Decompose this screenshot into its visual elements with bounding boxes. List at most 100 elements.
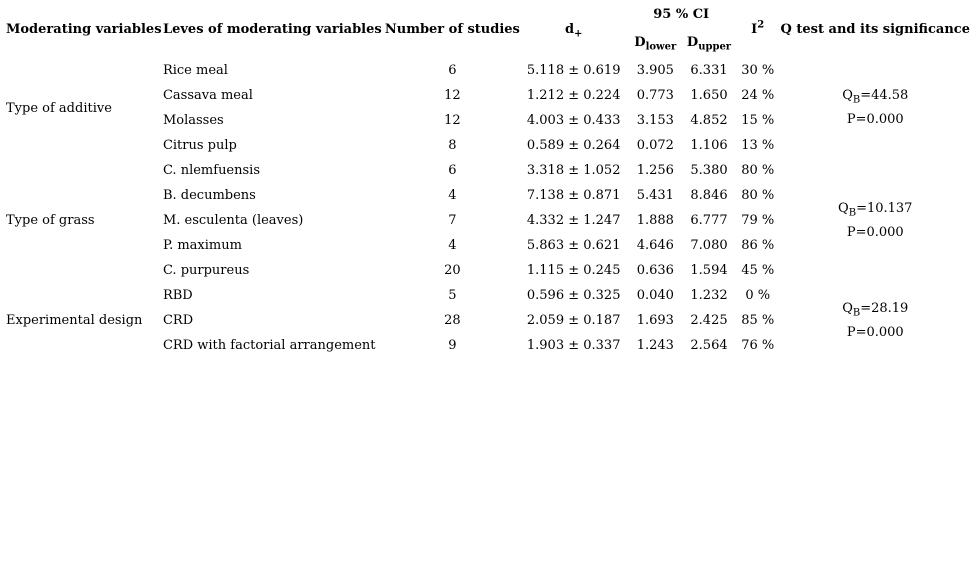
col-header-number-of-studies: Number of studies [384,21,520,37]
d-lower-cell: 1.888 [636,213,674,228]
n-studies-cell: 5 [448,288,457,303]
level-cell: C. purpureus [162,263,250,278]
p-value: P=0.000 [846,324,904,340]
table-header: Moderating variables Leves of moderating… [6,2,970,58]
level-cell: Rice meal [162,63,228,78]
col-header-levels: Leves of moderating variables [162,21,382,37]
i-squared-superscript: 2 [757,19,765,31]
i2-cell: 86 % [741,238,775,253]
d-upper-cell: 2.425 [690,313,728,328]
col-header-q-test: Q test and its significance [780,21,970,37]
d-lower-cell: 4.646 [636,238,674,253]
level-cell: RBD [162,288,193,303]
d-lower-symbol: D [634,35,646,51]
d-plus-cell: 7.138 ± 0.871 [526,188,621,203]
level-cell: P. maximum [162,238,242,253]
d-lower-cell: 3.153 [636,113,674,128]
n-studies-cell: 9 [448,338,457,353]
d-lower-cell: 0.773 [636,88,674,103]
table-row: B. decumbens 4 7.138 ± 0.871 5.431 8.846… [6,183,970,208]
d-upper-symbol: D [686,35,699,51]
d-upper-cell: 1.650 [690,88,728,103]
group-label-type-of-additive: Type of additive [6,100,112,116]
q-b-statistic: QB=10.137 [781,197,970,221]
d-lower-cell: 5.431 [636,188,674,203]
d-lower-subscript: lower [645,41,677,53]
q-symbol: Q [838,200,849,216]
p-value: P=0.000 [846,112,904,127]
n-studies-cell: 8 [448,138,457,153]
table-row: Type of additive Rice meal 6 5.118 ± 0.6… [6,58,970,127]
i2-cell: 13 % [741,138,775,153]
q-symbol: Q [842,300,853,316]
n-studies-cell: 4 [448,188,457,203]
d-plus-cell: 0.596 ± 0.325 [526,288,621,303]
header-row-1: Moderating variables Leves of moderating… [6,2,970,39]
d-upper-cell: 8.846 [690,188,728,203]
d-lower-cell: 0.040 [636,288,674,303]
q-value: =28.19 [860,300,909,316]
d-lower-cell: 1.243 [636,338,674,353]
col-header-i-squared: I2 [735,2,781,58]
n-studies-cell: 20 [444,263,461,278]
d-upper-subscript: upper [698,41,732,53]
col-header-d-upper: Dupper [683,29,735,58]
p-value: P=0.000 [846,224,904,240]
i2-cell: 85 % [741,313,775,328]
level-cell: CRD with factorial arrangement [162,338,376,353]
d-upper-cell: 5.380 [690,163,728,178]
q-test-cell: QB=10.137 P=0.000 [781,158,970,283]
d-upper-cell: 1.594 [690,263,728,278]
d-plus-subscript: + [574,28,583,40]
table-row: CRD with factorial arrangement 9 1.903 ±… [6,333,970,358]
meta-analysis-table-container: Moderating variables Leves of moderating… [6,2,970,358]
group-label-experimental-design: Experimental design [6,313,143,328]
d-plus-cell: 4.332 ± 1.247 [526,213,621,228]
d-upper-cell: 2.564 [690,338,728,353]
i2-cell: 80 % [741,163,775,178]
level-cell: M. esculenta (leaves) [162,213,304,228]
n-studies-cell: 4 [448,238,457,253]
table-row: Molasses 12 4.003 ± 0.433 3.153 4.852 15… [6,108,970,133]
q-symbol: Q [842,88,853,103]
q-value: =10.137 [856,200,913,216]
i2-cell: 0 % [745,288,771,303]
table-row: Cassava meal 12 1.212 ± 0.224 0.773 1.65… [6,83,970,108]
d-lower-cell: 0.072 [636,138,674,153]
q-subscript: B [848,207,857,219]
level-cell: Cassava meal [162,88,253,103]
i2-cell: 45 % [741,263,775,278]
d-upper-cell: 4.852 [690,113,728,128]
i2-cell: 15 % [741,113,775,128]
meta-analysis-table: Moderating variables Leves of moderating… [6,2,970,358]
header-row-2: Dlower Dupper [6,29,970,58]
level-cell: B. decumbens [162,188,256,203]
d-plus-cell: 2.059 ± 0.187 [526,313,621,328]
q-subscript: B [852,307,861,319]
table-row: M. esculenta (leaves) 7 4.332 ± 1.247 1.… [6,208,970,233]
d-upper-cell: 6.331 [690,63,728,78]
n-studies-cell: 6 [448,63,457,78]
table-row: Type of grass C. nlemfuensis 6 3.318 ± 1… [6,158,970,240]
col-header-moderating-variables: Moderating variables [6,21,162,37]
group-label-type-of-grass: Type of grass [6,213,95,228]
q-b-statistic: QB=28.19 [781,297,970,321]
table-row: CRD 28 2.059 ± 0.187 1.693 2.425 85 % [6,308,970,333]
d-upper-cell: 1.232 [690,288,728,303]
d-plus-cell: 5.118 ± 0.619 [526,63,621,78]
n-studies-cell: 6 [448,163,457,178]
q-value: =44.58 [860,88,909,103]
d-plus-cell: 0.589 ± 0.264 [526,138,621,153]
d-plus-cell: 3.318 ± 1.052 [526,163,621,178]
table-row: C. purpureus 20 1.115 ± 0.245 0.636 1.59… [6,258,970,283]
q-subscript: B [852,94,861,106]
q-b-statistic: QB=44.58 [781,84,970,108]
d-plus-cell: 1.212 ± 0.224 [526,88,621,103]
i2-cell: 79 % [741,213,775,228]
d-plus-cell: 1.115 ± 0.245 [526,263,621,278]
n-studies-cell: 12 [444,113,461,128]
d-plus-symbol: d [564,21,575,37]
d-upper-cell: 7.080 [690,238,728,253]
i-squared-symbol: I [751,21,758,37]
n-studies-cell: 28 [444,313,461,328]
